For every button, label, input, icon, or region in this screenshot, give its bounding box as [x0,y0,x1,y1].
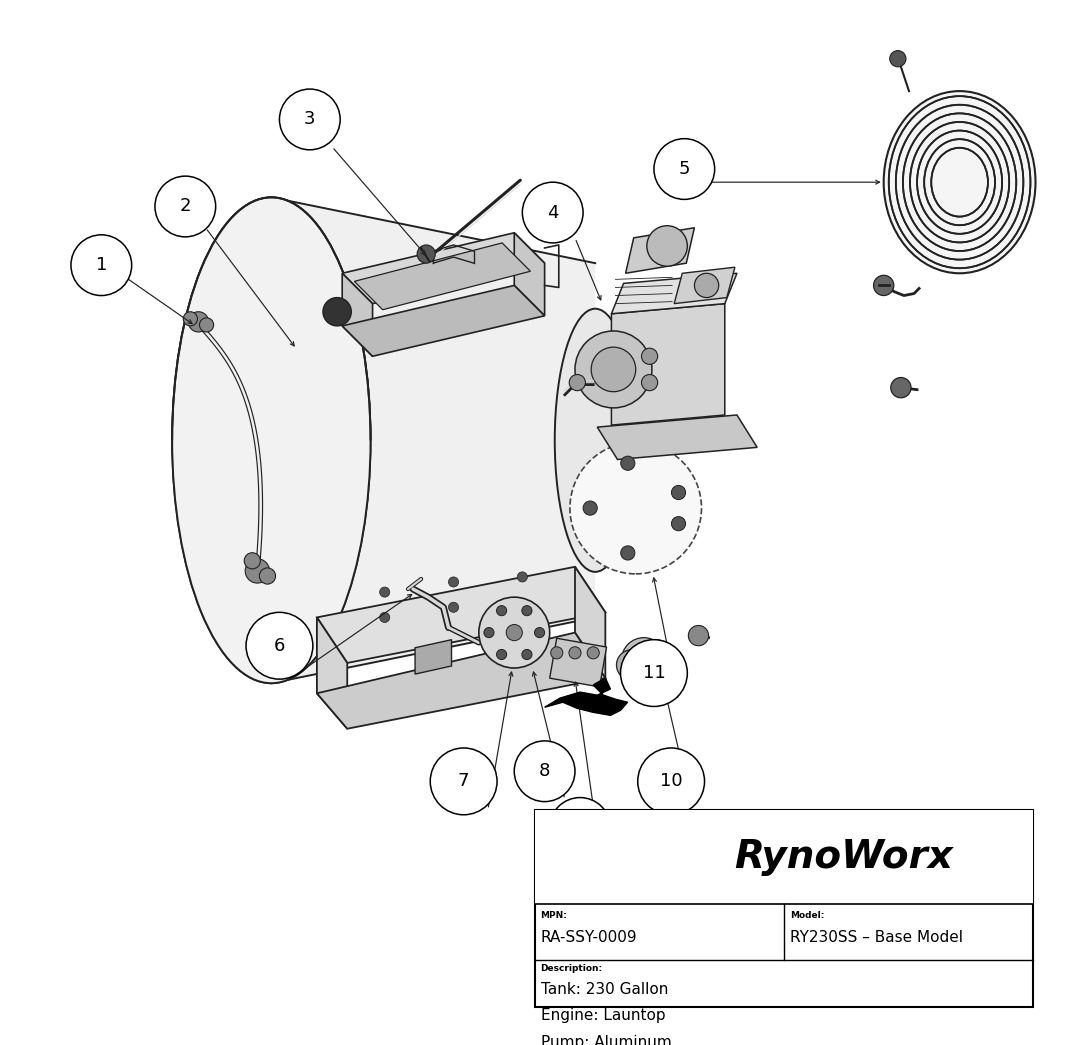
Polygon shape [598,415,757,460]
Circle shape [323,298,352,326]
Text: 8: 8 [539,762,551,781]
Text: RA-SSY-0009: RA-SSY-0009 [541,930,637,945]
Circle shape [379,612,390,623]
Polygon shape [611,304,725,425]
Bar [534,810,1034,1007]
Circle shape [188,311,208,332]
Ellipse shape [884,91,1036,274]
Circle shape [621,457,635,470]
Circle shape [522,606,532,616]
Text: Engine: Launtop: Engine: Launtop [541,1008,665,1023]
Circle shape [647,226,687,266]
Text: 1: 1 [95,256,107,274]
Text: 7: 7 [458,772,469,790]
Polygon shape [342,233,544,304]
Circle shape [523,182,583,242]
Circle shape [569,647,582,659]
Circle shape [873,275,894,296]
Polygon shape [272,198,595,683]
Polygon shape [625,228,695,274]
Circle shape [671,516,685,531]
Circle shape [587,647,600,659]
Circle shape [621,637,666,682]
Circle shape [641,348,657,365]
Circle shape [638,748,704,815]
Text: Description:: Description: [541,963,603,973]
Text: MPN:: MPN: [541,910,568,920]
Circle shape [245,559,269,583]
Polygon shape [354,242,530,309]
Circle shape [620,640,687,706]
Circle shape [640,640,671,670]
Text: 3: 3 [304,111,315,129]
Circle shape [155,177,216,237]
Polygon shape [415,640,451,674]
Text: 11: 11 [642,664,665,682]
Circle shape [514,741,575,802]
Circle shape [654,139,715,200]
Polygon shape [575,566,605,678]
Circle shape [889,50,905,67]
Polygon shape [316,566,605,663]
Circle shape [549,797,610,858]
Text: 6: 6 [274,636,285,655]
Ellipse shape [172,198,371,683]
Circle shape [417,245,435,263]
Circle shape [688,626,709,646]
Circle shape [506,625,523,641]
Polygon shape [316,632,605,728]
Circle shape [71,235,131,296]
Circle shape [517,572,527,582]
Circle shape [534,628,544,637]
Text: 10: 10 [660,772,682,790]
Circle shape [449,577,459,587]
Text: Pump: Aluminum: Pump: Aluminum [541,1035,671,1045]
Text: Model:: Model: [790,910,824,920]
Polygon shape [342,274,373,356]
Circle shape [551,647,563,659]
Circle shape [496,606,507,616]
Circle shape [641,374,657,391]
Circle shape [449,602,459,612]
Circle shape [183,311,198,326]
Circle shape [200,318,214,332]
Polygon shape [316,618,347,728]
Circle shape [260,567,276,584]
Circle shape [496,649,507,659]
Text: 5: 5 [679,160,691,178]
Text: Tank: 230 Gallon: Tank: 230 Gallon [541,982,668,997]
Circle shape [617,650,647,680]
Polygon shape [342,285,544,356]
Text: 4: 4 [547,204,558,222]
Circle shape [569,374,586,391]
Polygon shape [544,678,628,716]
Text: 2: 2 [180,198,191,215]
Circle shape [575,331,652,408]
Circle shape [430,748,497,815]
Bar [549,638,606,687]
Ellipse shape [555,308,636,572]
Circle shape [695,274,718,298]
Circle shape [479,597,549,668]
Circle shape [244,553,261,568]
Polygon shape [675,268,734,304]
Polygon shape [514,233,544,316]
Ellipse shape [172,198,371,683]
Circle shape [379,587,390,597]
Text: 9: 9 [574,819,586,837]
Text: RY230SS – Base Model: RY230SS – Base Model [790,930,963,945]
Circle shape [671,486,685,500]
Circle shape [621,545,635,560]
Circle shape [591,347,636,392]
Circle shape [570,442,701,574]
Polygon shape [611,274,737,314]
Circle shape [522,649,532,659]
Circle shape [890,377,911,398]
Bar [534,810,1034,904]
Circle shape [279,89,340,149]
Circle shape [246,612,313,679]
Circle shape [484,628,494,637]
Text: RynoWorx: RynoWorx [734,838,954,876]
Circle shape [583,501,598,515]
